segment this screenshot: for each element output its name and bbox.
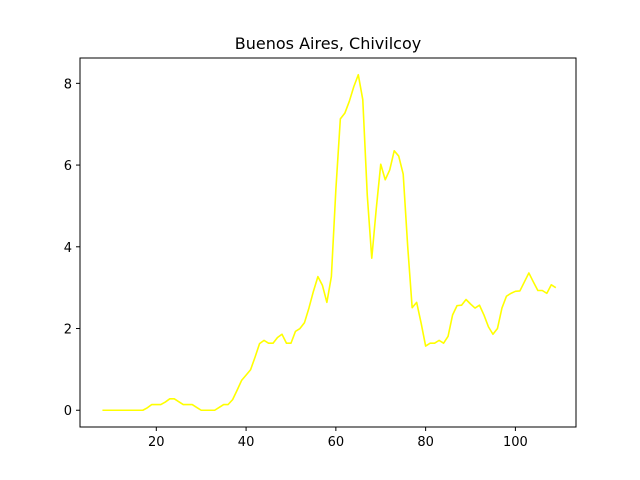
y-tick-label: 8: [64, 77, 72, 92]
x-tick-label: 80: [417, 435, 434, 450]
chart-title: Buenos Aires, Chivilcoy: [235, 34, 421, 53]
x-axis: 20 40 60 80 100: [148, 427, 528, 450]
plot-frame: [79, 57, 577, 428]
y-axis: 0 2 4 6 8: [64, 77, 80, 419]
y-tick-label: 2: [64, 323, 72, 338]
x-tick-label: 100: [503, 435, 528, 450]
series-layer: [102, 73, 557, 412]
y-tick-label: 0: [64, 404, 72, 419]
x-tick-label: 40: [238, 435, 255, 450]
y-tick-label: 6: [64, 159, 72, 174]
series-line: [102, 73, 557, 412]
x-tick-label: 60: [328, 435, 345, 450]
x-tick-label: 20: [148, 435, 165, 450]
y-tick-label: 4: [64, 241, 72, 256]
